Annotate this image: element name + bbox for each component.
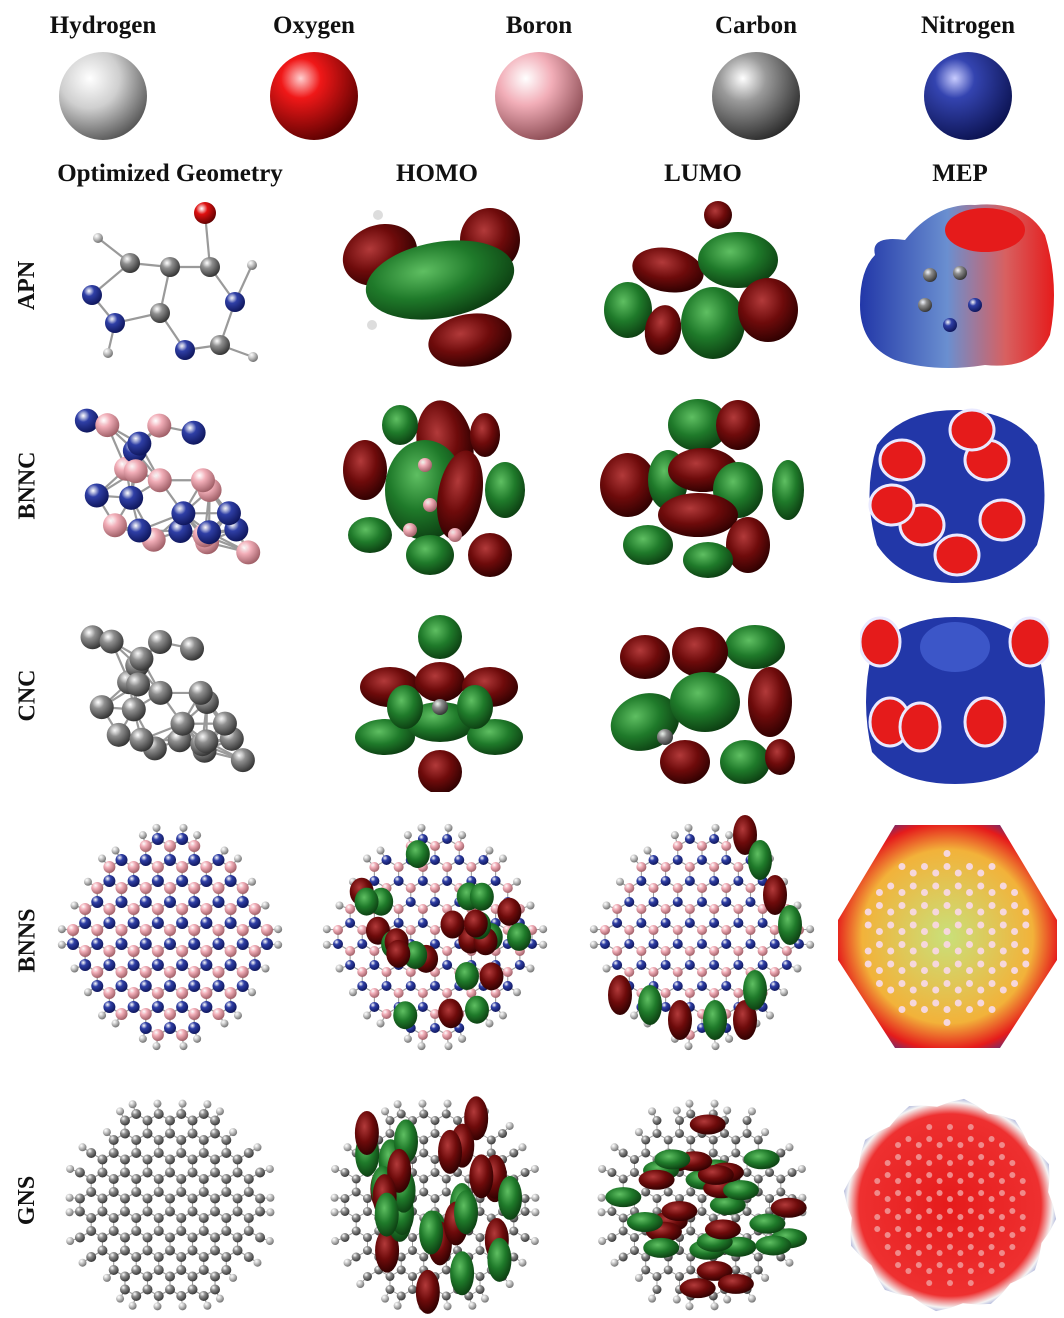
apn-homo-panel-graphic — [342, 208, 520, 367]
row-label-bnnc: BNNC — [14, 450, 41, 520]
row-label-apn: APN — [14, 260, 41, 310]
hydrogen-sphere-icon — [59, 52, 147, 140]
gns-mep-panel-graphic — [843, 1098, 1057, 1312]
bnns-homo-panel — [310, 815, 560, 1060]
gns-geometry-panel-graphic — [65, 1099, 275, 1311]
column-header-mep: MEP — [932, 160, 988, 187]
cnc-mep-panel — [860, 612, 1050, 787]
legend-label-hydrogen: Hydrogen — [49, 12, 157, 39]
apn-geometry-panel — [60, 195, 290, 370]
apn-lumo-panel-graphic — [604, 201, 798, 359]
bnnc-lumo-panel-graphic — [600, 399, 804, 578]
apn-mep-panel-graphic — [860, 204, 1054, 369]
legend-item-oxygen: Oxygen — [234, 8, 394, 142]
legend-item-nitrogen: Nitrogen — [888, 8, 1048, 142]
bnnc-mep-panel-graphic — [868, 408, 1045, 583]
legend-label-boron: Boron — [505, 12, 573, 39]
cnc-mep-panel-graphic — [860, 616, 1050, 784]
column-header-lumo: LUMO — [664, 160, 742, 187]
bnns-geometry-panel-graphic — [57, 823, 283, 1051]
gns-geometry-panel — [45, 1095, 295, 1315]
oxygen-sphere-icon — [270, 52, 358, 140]
cnc-lumo-panel-graphic — [610, 625, 795, 784]
atom-legend: Hydrogen Oxygen Boron Carbon Nitrogen — [0, 0, 1064, 150]
bnnc-mep-panel — [862, 405, 1052, 585]
nitrogen-sphere-icon — [924, 52, 1012, 140]
bnnc-geometry-panel — [70, 395, 270, 585]
bnnc-homo-panel-graphic — [343, 400, 525, 577]
cnc-geometry-panel — [75, 612, 265, 792]
cnc-lumo-panel — [605, 612, 800, 792]
boron-sphere-icon — [495, 52, 583, 140]
bnns-homo-panel-graphic — [322, 823, 548, 1051]
row-label-cnc: CNC — [14, 669, 41, 721]
apn-geometry-panel-graphic — [82, 202, 258, 362]
bnns-lumo-panel-graphic — [589, 815, 815, 1051]
cnc-homo-panel-graphic — [355, 615, 523, 792]
cnc-homo-panel — [350, 612, 530, 792]
carbon-sphere-icon — [712, 52, 800, 140]
gns-lumo-panel-graphic — [597, 1099, 808, 1311]
bnns-geometry-panel — [45, 815, 295, 1060]
bnns-lumo-panel — [580, 815, 825, 1060]
gns-mep-panel — [840, 1098, 1060, 1313]
legend-item-hydrogen: Hydrogen — [23, 8, 183, 142]
legend-item-boron: Boron — [459, 8, 619, 142]
bnns-mep-panel — [835, 820, 1060, 1050]
apn-lumo-panel — [598, 195, 808, 370]
cnc-geometry-panel-graphic — [80, 625, 255, 773]
gns-homo-panel — [305, 1095, 565, 1315]
bnnc-homo-panel — [330, 395, 540, 585]
column-header-geometry: Optimized Geometry — [57, 160, 283, 187]
legend-label-carbon: Carbon — [715, 12, 797, 39]
legend-label-oxygen: Oxygen — [273, 12, 355, 39]
gns-homo-panel-graphic — [330, 1096, 540, 1314]
row-label-gns: GNS — [14, 1175, 41, 1225]
bnns-mep-panel-graphic — [838, 825, 1057, 1048]
legend-item-carbon: Carbon — [676, 8, 836, 142]
row-label-bnns: BNNS — [14, 907, 41, 973]
legend-label-nitrogen: Nitrogen — [921, 12, 1015, 39]
bnnc-lumo-panel — [598, 395, 808, 585]
column-headers: Optimized Geometry HOMO LUMO MEP — [0, 154, 1064, 194]
gns-lumo-panel — [580, 1095, 825, 1315]
apn-mep-panel — [855, 195, 1060, 375]
column-header-homo: HOMO — [396, 160, 478, 187]
apn-homo-panel — [330, 195, 540, 370]
bnnc-geometry-panel-graphic — [74, 408, 261, 565]
